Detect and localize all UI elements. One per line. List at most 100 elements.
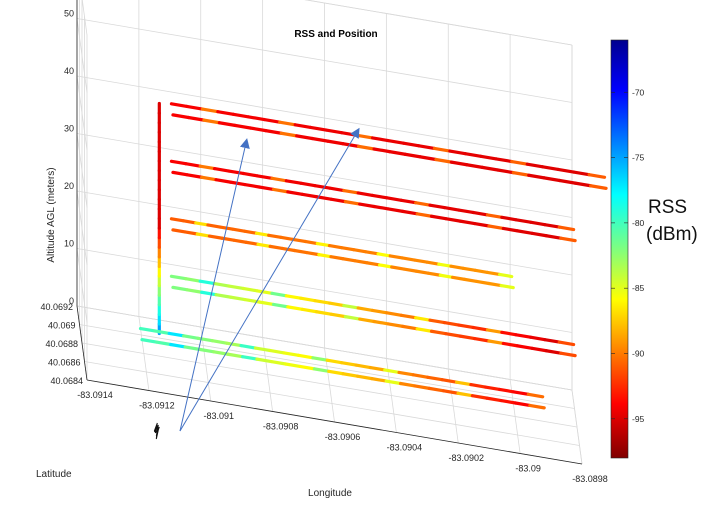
- pass-segment: [292, 248, 309, 255]
- z-axis-label: Altitude AGL (meters): [46, 167, 57, 262]
- pass-segment: [356, 306, 375, 312]
- pass-segment: [284, 362, 302, 369]
- annotation-arrow: [179, 127, 360, 432]
- pass-segment: [471, 210, 490, 217]
- pass-segment: [485, 396, 503, 403]
- pass-segment: [418, 155, 438, 162]
- pass-segment: [457, 323, 475, 330]
- pass-segment: [212, 281, 231, 288]
- pass-segment: [240, 355, 259, 361]
- pass-segment: [414, 201, 432, 207]
- pass-segment: [543, 338, 561, 344]
- pass-segment: [473, 268, 490, 274]
- pass-segment: [358, 202, 376, 209]
- pass-segment: [200, 290, 218, 297]
- pass-segment: [370, 193, 389, 200]
- pass-segment: [232, 238, 248, 244]
- pass-segment: [183, 230, 199, 236]
- z-gridline-left: [76, 133, 88, 208]
- pass-segment: [530, 346, 548, 353]
- pass-segment: [414, 269, 430, 275]
- pass-segment: [372, 204, 390, 211]
- pass-segment: [479, 154, 498, 161]
- pass-segment: [291, 237, 307, 244]
- colorbar: [610, 39, 629, 459]
- pass-segment: [458, 219, 477, 226]
- pass-segment: [242, 229, 259, 235]
- pass-segment: [293, 123, 313, 130]
- pass-segment: [444, 332, 462, 338]
- x-tick-label: -83.091: [203, 411, 234, 421]
- pass-segment: [282, 351, 301, 357]
- pass-segment: [284, 179, 303, 185]
- pass-segment: [138, 326, 157, 333]
- pass-segment: [228, 295, 247, 302]
- colorbar-tick-label: -85: [632, 283, 645, 293]
- pass-segment: [315, 241, 332, 248]
- pass-segment: [384, 379, 403, 386]
- pass-segment: [494, 157, 514, 164]
- annotation-arrow: [179, 138, 250, 432]
- pass-segment: [525, 162, 545, 169]
- pass-segment: [415, 212, 434, 218]
- pass-segment: [372, 319, 390, 326]
- pass-segment: [206, 223, 222, 229]
- pass-segment: [325, 358, 344, 365]
- pass-segment: [284, 294, 303, 300]
- pass-segment: [219, 236, 236, 242]
- pass-segment: [510, 159, 529, 166]
- pass-segment: [434, 157, 453, 164]
- trajectory-layer: [138, 101, 608, 410]
- pass-segment: [376, 252, 392, 258]
- pass-segment: [171, 228, 187, 234]
- pass-segment: [385, 196, 403, 202]
- pass-segment: [528, 335, 547, 342]
- pass-segment: [485, 213, 504, 219]
- y-tick-label: 40.0686: [48, 358, 81, 368]
- z-gridline-back: [76, 18, 573, 103]
- pass-segment: [256, 174, 274, 180]
- pass-segment: [264, 129, 283, 135]
- pass-segment: [343, 315, 362, 321]
- pass-segment: [210, 339, 229, 345]
- pass-segment: [200, 175, 218, 182]
- pass-segment: [230, 227, 246, 233]
- pass-segment: [483, 385, 502, 392]
- pass-segment: [487, 224, 505, 231]
- pass-segment: [343, 200, 362, 206]
- pass-segment: [511, 171, 531, 177]
- pass-segment: [470, 394, 489, 400]
- pass-segment: [268, 244, 284, 251]
- pass-segment: [530, 231, 548, 238]
- pass-segment: [487, 281, 503, 288]
- pass-segment: [412, 258, 429, 264]
- pass-segment: [253, 346, 272, 353]
- pass-segment: [233, 123, 252, 130]
- pass-segment: [516, 344, 534, 350]
- pass-segment: [542, 176, 562, 183]
- pass-segment: [171, 170, 189, 177]
- pass-segment: [457, 208, 475, 215]
- pass-segment: [296, 353, 315, 360]
- pass-segment: [342, 188, 360, 195]
- pass-segment: [299, 296, 317, 303]
- z-tick-label: 50: [64, 9, 74, 19]
- pass-segment: [390, 265, 406, 271]
- pass-segment: [212, 166, 231, 173]
- pass-segment: [247, 115, 266, 122]
- pass-segment: [326, 139, 345, 146]
- pass-segment: [279, 235, 295, 241]
- pass-segment: [200, 107, 220, 114]
- pass-segment: [327, 243, 344, 250]
- pass-segment: [428, 203, 446, 210]
- pass-segment: [185, 288, 204, 294]
- colorbar-ticks: -70 -75 -80 -85 -90 -95: [611, 87, 645, 424]
- pass-segment: [262, 117, 282, 124]
- pass-segment: [499, 398, 518, 405]
- pass-segment: [267, 233, 283, 239]
- pass-segment: [169, 102, 189, 109]
- pass-segment: [286, 305, 304, 311]
- pass-segment: [463, 152, 483, 158]
- pass-segment: [429, 329, 448, 336]
- pass-segment: [398, 381, 417, 388]
